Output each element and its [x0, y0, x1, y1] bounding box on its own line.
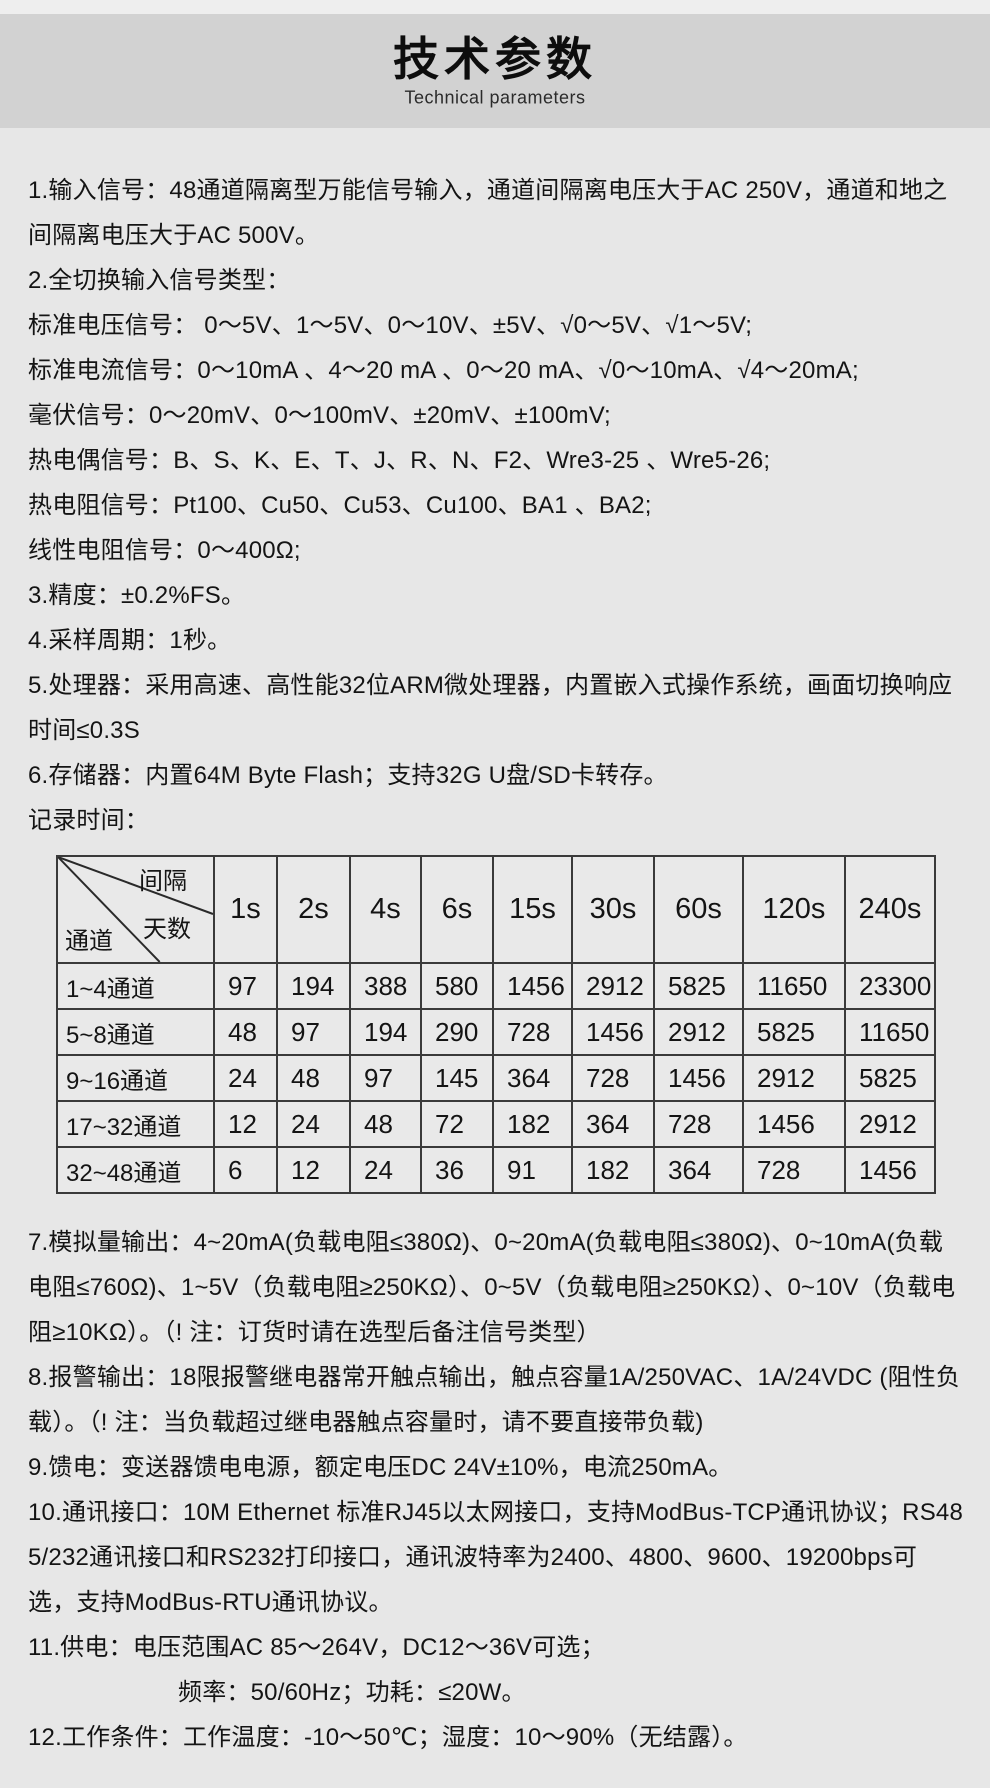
- corner-label-days: 天数: [143, 916, 191, 943]
- record-days-cell: 24: [349, 1146, 422, 1194]
- record-days-cell: 580: [420, 962, 494, 1010]
- table-header-row: 间隔 天数 通道 1s 2s 4s 6s 15s 30s 60s 120s 240s: [56, 855, 936, 964]
- corner-label-interval: 间隔: [139, 868, 187, 895]
- spec-item: 毫伏信号：0～20mV、0～100mV、±20mV、±100mV;: [28, 402, 611, 429]
- page-header: 技术参数 Technical parameters: [0, 14, 990, 128]
- record-days-cell: 364: [571, 1100, 655, 1148]
- spec-item: 8.报警输出：18限报警继电器常开触点输出，触点容量1A/250VAC、1A/2…: [28, 1364, 961, 1436]
- record-days-cell: 2912: [653, 1008, 744, 1056]
- record-time-table: 间隔 天数 通道 1s 2s 4s 6s 15s 30s 60s 120s 240s 1~4通道…: [56, 855, 936, 1194]
- record-days-cell: 5825: [653, 962, 744, 1010]
- spec-item: 记录时间：: [28, 807, 149, 834]
- record-days-cell: 364: [492, 1054, 573, 1102]
- spec-item: 6.存储器：内置64M Byte Flash；支持32G U盘/SD卡转存。: [28, 762, 668, 789]
- interval-column-header: 2s: [276, 855, 351, 964]
- record-days-cell: 48: [276, 1054, 351, 1102]
- record-days-cell: 1456: [742, 1100, 846, 1148]
- record-days-cell: 6: [213, 1146, 278, 1194]
- record-days-cell: 11650: [742, 962, 846, 1010]
- table-row: 32~48通道 6 12 24 36 91 182 364 728 1456: [56, 1146, 936, 1194]
- record-days-cell: 388: [349, 962, 422, 1010]
- record-days-cell: 5825: [742, 1008, 846, 1056]
- table-row: 1~4通道 97 194 388 580 1456 2912 5825 11650 23300: [56, 962, 936, 1010]
- interval-column-header: 60s: [653, 855, 744, 964]
- record-days-cell: 97: [276, 1008, 351, 1056]
- record-days-cell: 145: [420, 1054, 494, 1102]
- record-days-cell: 23300: [844, 962, 936, 1010]
- spec-item: 4.采样周期：1秒。: [28, 627, 232, 654]
- record-days-cell: 2912: [844, 1100, 936, 1148]
- record-days-cell: 194: [276, 962, 351, 1010]
- spec-item: 7.模拟量输出：4~20mA(负载电阻≤380Ω)、0~20mA(负载电阻≤38…: [28, 1229, 956, 1346]
- record-days-cell: 1456: [492, 962, 573, 1010]
- record-days-cell: 728: [492, 1008, 573, 1056]
- spec-item: 2.全切换输入信号类型：: [28, 267, 291, 294]
- spec-list-bottom: 7.模拟量输出：4~20mA(负载电阻≤380Ω)、0~20mA(负载电阻≤38…: [28, 1194, 964, 1760]
- channel-row-label: 1~4通道: [56, 962, 215, 1010]
- spec-list-top: 1.输入信号：48通道隔离型万能信号输入，通道间隔离电压大于AC 250V，通道…: [28, 168, 964, 843]
- spec-item: 9.馈电：变送器馈电电源，额定电压DC 24V±10%，电流250mA。: [28, 1454, 733, 1481]
- table-corner-cell: 间隔 天数 通道: [56, 855, 215, 964]
- interval-column-header: 240s: [844, 855, 936, 964]
- record-days-cell: 2912: [742, 1054, 846, 1102]
- interval-column-header: 4s: [349, 855, 422, 964]
- record-days-cell: 182: [571, 1146, 655, 1194]
- spec-item: 热电偶信号：B、S、K、E、T、J、R、N、F2、Wre3-25 、Wre5-2…: [28, 447, 771, 474]
- record-days-cell: 182: [492, 1100, 573, 1148]
- record-days-cell: 36: [420, 1146, 494, 1194]
- interval-column-header: 30s: [571, 855, 655, 964]
- table-row: 9~16通道 24 48 97 145 364 728 1456 2912 5825: [56, 1054, 936, 1102]
- page-subtitle: Technical parameters: [404, 86, 586, 108]
- spec-item: 3.精度：±0.2%FS。: [28, 582, 246, 609]
- record-days-cell: 48: [213, 1008, 278, 1056]
- record-days-cell: 1456: [653, 1054, 744, 1102]
- corner-label-channel: 通道: [65, 928, 113, 955]
- record-days-cell: 11650: [844, 1008, 936, 1056]
- record-days-cell: 364: [653, 1146, 744, 1194]
- diagonal-divider-lines: [59, 858, 212, 961]
- record-days-cell: 1456: [571, 1008, 655, 1056]
- spec-item: 热电阻信号：Pt100、Cu50、Cu53、Cu100、BA1 、BA2;: [28, 492, 652, 519]
- spec-item: 1.输入信号：48通道隔离型万能信号输入，通道间隔离电压大于AC 250V，通道…: [28, 177, 948, 249]
- spec-item: 11.供电：电压范围AC 85～264V，DC12～36V可选；: [28, 1634, 605, 1661]
- spec-item: 标准电压信号： 0～5V、1～5V、0～10V、±5V、√0～5V、√1～5V;: [28, 312, 753, 339]
- channel-row-label: 17~32通道: [56, 1100, 215, 1148]
- record-days-cell: 24: [213, 1054, 278, 1102]
- record-days-cell: 1456: [844, 1146, 936, 1194]
- table-row: 5~8通道 48 97 194 290 728 1456 2912 5825 11650: [56, 1008, 936, 1056]
- spec-item: 标准电流信号：0～10mA 、4～20 mA 、0～20 mA、√0～10mA、…: [28, 357, 859, 384]
- record-days-cell: 48: [349, 1100, 422, 1148]
- record-days-cell: 728: [571, 1054, 655, 1102]
- spec-item: 5.处理器：采用高速、高性能32位ARM微处理器，内置嵌入式操作系统，画面切换响…: [28, 672, 953, 744]
- table-row: 17~32通道 12 24 48 72 182 364 728 1456 2912: [56, 1100, 936, 1148]
- record-days-cell: 728: [742, 1146, 846, 1194]
- spec-item: 10.通讯接口：10M Ethernet 标准RJ45以太网接口，支持ModBu…: [28, 1499, 964, 1616]
- record-days-cell: 24: [276, 1100, 351, 1148]
- record-days-cell: 290: [420, 1008, 494, 1056]
- channel-row-label: 32~48通道: [56, 1146, 215, 1194]
- interval-column-header: 15s: [492, 855, 573, 964]
- interval-column-header: 6s: [420, 855, 494, 964]
- record-days-cell: 97: [349, 1054, 422, 1102]
- record-days-cell: 5825: [844, 1054, 936, 1102]
- spec-item: 线性电阻信号：0～400Ω;: [28, 537, 301, 564]
- page-title: 技术参数: [393, 33, 597, 86]
- spec-item: 12.工作条件：工作温度：-10～50℃；湿度：10～90%（无结露）。: [28, 1724, 748, 1751]
- record-days-cell: 12: [276, 1146, 351, 1194]
- spec-item: 频率：50/60Hz；功耗：≤20W。: [178, 1679, 526, 1706]
- record-days-cell: 194: [349, 1008, 422, 1056]
- record-days-cell: 72: [420, 1100, 494, 1148]
- record-days-cell: 12: [213, 1100, 278, 1148]
- record-days-cell: 91: [492, 1146, 573, 1194]
- interval-column-header: 1s: [213, 855, 278, 964]
- channel-row-label: 5~8通道: [56, 1008, 215, 1056]
- content-area: 1.输入信号：48通道隔离型万能信号输入，通道间隔离电压大于AC 250V，通道…: [0, 128, 990, 1760]
- record-days-cell: 97: [213, 962, 278, 1010]
- record-days-cell: 2912: [571, 962, 655, 1010]
- top-strip: [0, 0, 990, 14]
- channel-row-label: 9~16通道: [56, 1054, 215, 1102]
- interval-column-header: 120s: [742, 855, 846, 964]
- record-days-cell: 728: [653, 1100, 744, 1148]
